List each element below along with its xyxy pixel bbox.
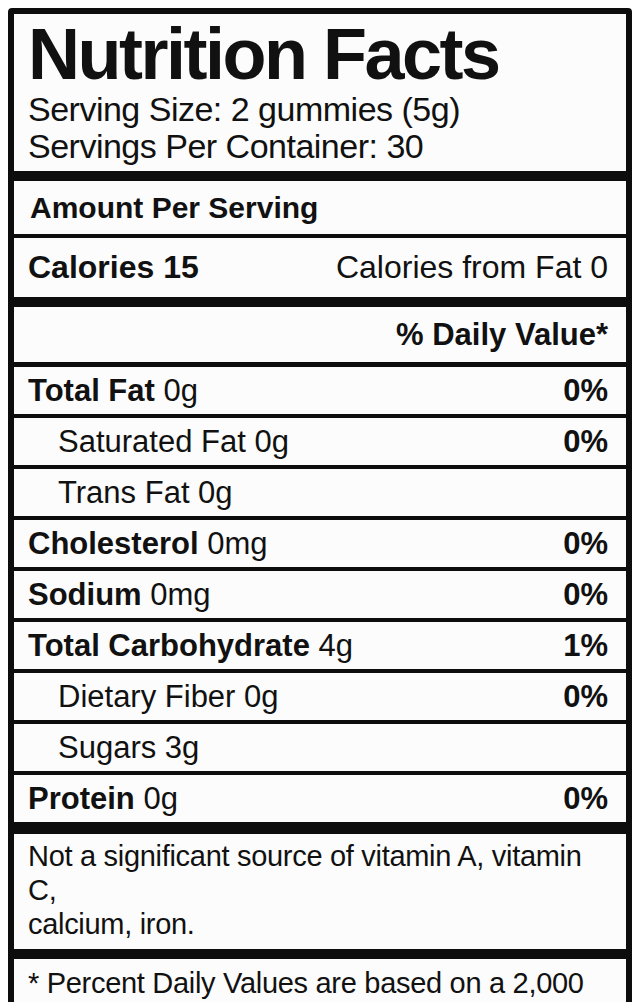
nutrient-row: Dietary Fiber 0g 0%: [14, 669, 626, 720]
nutrient-name-amount: Saturated Fat 0g: [58, 426, 289, 457]
nutrient-name-amount: Total Carbohydrate 4g: [28, 630, 353, 661]
nutrient-name-amount: Sugars 3g: [58, 732, 199, 763]
serving-size: Serving Size: 2 gummies (5g): [28, 91, 610, 128]
nutrient-row: Protein 0g 0%: [14, 771, 626, 822]
nutrient-row: Sugars 3g: [14, 720, 626, 771]
nutrient-daily-value: 1%: [563, 630, 608, 661]
nutrient-row: Trans Fat 0g: [14, 465, 626, 516]
nutrient-daily-value: 0%: [563, 681, 608, 712]
page-canvas: Nutrition Facts Serving Size: 2 gummies …: [0, 0, 640, 1002]
daily-value-header-row: % Daily Value*: [14, 307, 626, 362]
nutrient-name-amount: Trans Fat 0g: [58, 477, 233, 508]
nutrient-name-amount: Protein 0g: [28, 783, 178, 814]
nutrient-name-amount: Dietary Fiber 0g: [58, 681, 279, 712]
nutrient-name-amount: Total Fat 0g: [28, 375, 198, 406]
amount-per-serving-row: Amount Per Serving: [14, 181, 626, 234]
servings-per-container: Servings Per Container: 30: [28, 128, 610, 165]
nutrient-daily-value: 0%: [563, 375, 608, 406]
nutrient-daily-value: 0%: [563, 426, 608, 457]
label-header: Nutrition Facts Serving Size: 2 gummies …: [14, 14, 626, 171]
nutrient-daily-value: 0%: [563, 783, 608, 814]
nutrient-row: Total Fat 0g 0%: [14, 367, 626, 414]
nutrient-row: Total Carbohydrate 4g 1%: [14, 618, 626, 669]
daily-value-header: % Daily Value*: [396, 319, 608, 350]
nutrient-row: Saturated Fat 0g 0%: [14, 414, 626, 465]
separator-bar: [14, 949, 626, 959]
separator-bar: [14, 822, 626, 834]
nutrient-name-amount: Cholesterol 0mg: [28, 528, 267, 559]
nutrient-name-amount: Sodium 0mg: [28, 579, 211, 610]
nutrient-daily-value: 0%: [563, 528, 608, 559]
nutrient-row: Sodium 0mg 0%: [14, 567, 626, 618]
nutrient-daily-value: 0%: [563, 579, 608, 610]
calories-from-fat: Calories from Fat 0: [336, 251, 608, 283]
separator-bar: [14, 297, 626, 307]
separator-bar: [14, 171, 626, 181]
footnote-percent-daily-values: * Percent Daily Values are based on a 2,…: [14, 959, 626, 1002]
label-title: Nutrition Facts: [28, 18, 610, 91]
nutrition-facts-label: Nutrition Facts Serving Size: 2 gummies …: [8, 8, 632, 1002]
calories-row: Calories 15 Calories from Fat 0: [14, 234, 626, 297]
amount-per-serving-label: Amount Per Serving: [30, 193, 318, 223]
footnote-insignificant-source: Not a significant source of vitamin A, v…: [14, 834, 626, 949]
calories-value: Calories 15: [28, 251, 199, 283]
nutrient-row: Cholesterol 0mg 0%: [14, 516, 626, 567]
nutrient-rows: Total Fat 0g 0% Saturated Fat 0g 0% Tran…: [14, 362, 626, 822]
